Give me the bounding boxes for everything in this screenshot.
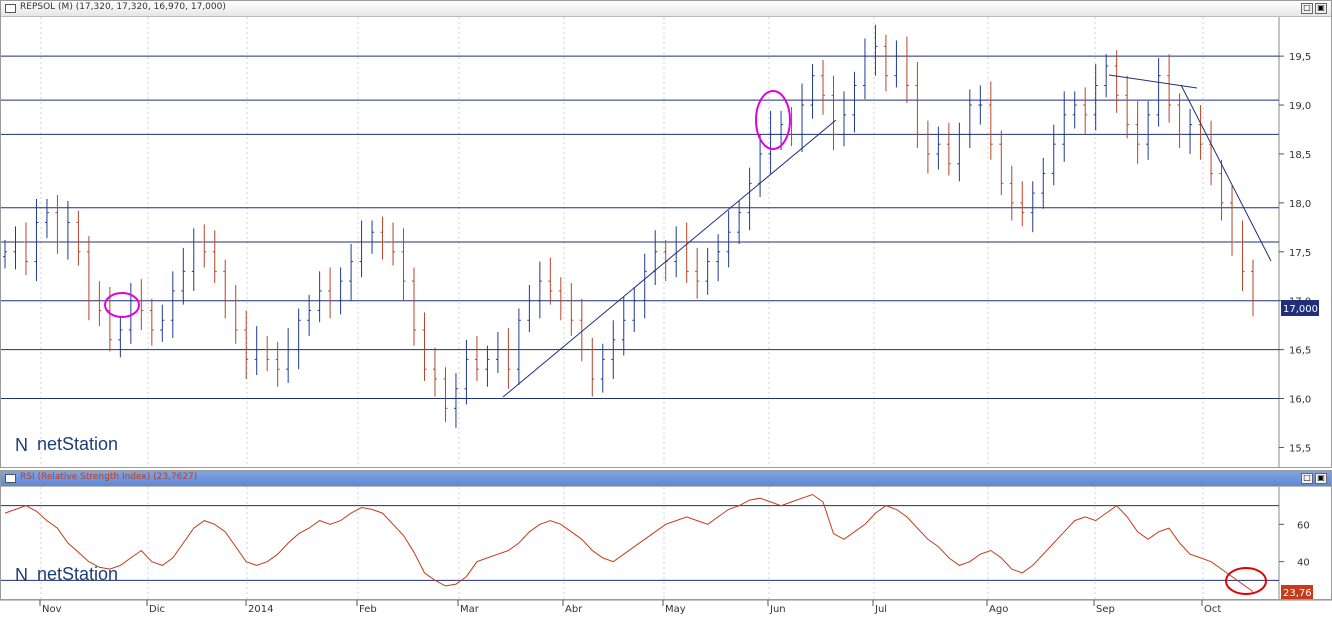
rsi-line (4, 493, 1254, 592)
trendline-rising (502, 119, 837, 398)
rsi-tick-label: 40 (1297, 558, 1310, 569)
price-ohlc-bars (3, 24, 1255, 428)
maximize-button[interactable]: ▣ (1315, 3, 1327, 14)
last-price-badge-text: 17,000 (1283, 304, 1318, 315)
price-pane-title: REPSOL (M) (17,320, 17,320, 16,970, 17,0… (20, 2, 226, 12)
pane-window-icon (5, 4, 16, 13)
date-axis-label: Ago (989, 604, 1008, 615)
restore-button[interactable]: □ (1301, 3, 1313, 14)
rsi-pane-titlebar[interactable]: RSI (Relative Strength Index) (23,7627) … (1, 471, 1331, 487)
price-tick-label: 19,0 (1289, 101, 1311, 112)
rsi-axis-ticks: 60 40 (1279, 520, 1310, 569)
rsi-pane-title: RSI (Relative Strength Index) (23,7627) (20, 472, 198, 482)
date-axis-label: Abr (565, 604, 583, 615)
rsi-chart-canvas[interactable]: 60 40 23,76 netStation N (1, 471, 1331, 599)
rsi-last-value-badge (1281, 585, 1313, 599)
date-axis-label: Sep (1096, 604, 1115, 615)
restore-button[interactable]: □ (1301, 473, 1313, 484)
price-annotations (104, 74, 1272, 398)
trendline-falling (1180, 84, 1272, 262)
date-axis-label: May (665, 604, 686, 615)
date-axis-label: Feb (359, 604, 377, 615)
date-axis-label: Jun (769, 604, 786, 615)
netstation-logo-icon: N (15, 435, 28, 455)
trendline-sep-flat (1108, 74, 1198, 89)
price-tick-label: 16,5 (1289, 346, 1311, 357)
date-axis-label: Oct (1204, 604, 1221, 615)
highlight-circle-oct (1225, 567, 1267, 595)
price-level-lines (1, 55, 1279, 400)
pane-window-icon (5, 474, 16, 483)
price-chart-canvas[interactable]: 19,519,018,518,017,517,016,516,015,5 17,… (1, 1, 1331, 467)
highlight-ellipse-nov (104, 292, 140, 318)
rsi-level-lines (1, 505, 1279, 581)
date-axis-label: Jul (874, 604, 887, 615)
last-price-badge (1281, 300, 1319, 316)
price-tick-label: 15,5 (1289, 443, 1311, 454)
rsi-gridlines (40, 487, 1204, 599)
netstation-watermark: netStation (37, 564, 118, 584)
maximize-button[interactable]: ▣ (1315, 473, 1327, 484)
price-tick-label: 16,0 (1289, 395, 1311, 406)
date-axis-labels: Nov Dic 2014 Feb Mar Abr May Jun Jul Ago Sep Oct (0, 600, 1332, 615)
netstation-watermark: netStation (37, 434, 118, 454)
highlight-ellipse-jun (755, 90, 791, 150)
date-axis-label: Dic (149, 604, 165, 615)
netstation-logo-icon: N (15, 565, 28, 585)
price-chart-pane[interactable]: REPSOL (M) (17,320, 17,320, 16,970, 17,0… (0, 0, 1332, 468)
price-tick-label: 18,5 (1289, 150, 1311, 161)
price-pane-titlebar[interactable]: REPSOL (M) (17,320, 17,320, 16,970, 17,0… (1, 1, 1331, 17)
price-axis-ticks: 19,519,018,518,017,517,016,516,015,5 (1279, 52, 1311, 454)
rsi-tick-label: 60 (1297, 520, 1310, 531)
rsi-last-value-badge-text: 23,76 (1283, 588, 1312, 599)
price-tick-label: 18,0 (1289, 199, 1311, 210)
price-tick-label: 17,5 (1289, 248, 1311, 259)
date-axis: Nov Dic 2014 Feb Mar Abr May Jun Jul Ago Sep Oct (0, 600, 1332, 615)
date-axis-label: 2014 (248, 604, 273, 615)
date-axis-label: Nov (42, 604, 62, 615)
date-axis-label: Mar (460, 604, 480, 615)
rsi-chart-pane[interactable]: RSI (Relative Strength Index) (23,7627) … (0, 470, 1332, 600)
price-tick-label: 19,5 (1289, 52, 1311, 63)
